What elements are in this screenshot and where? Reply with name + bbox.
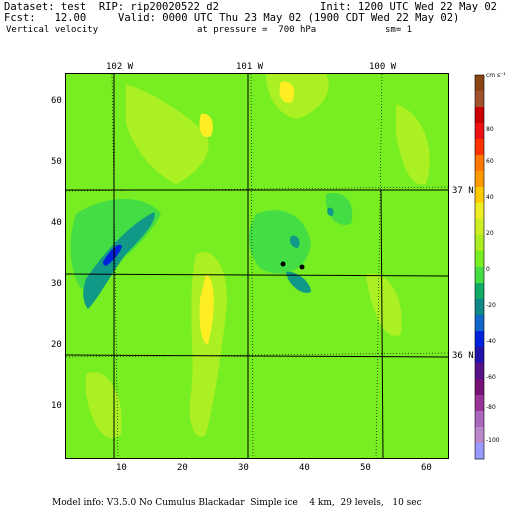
x-tick-50: 50: [360, 463, 371, 473]
x-tick-60: 60: [421, 463, 432, 473]
fcst-line: Fcst: 12.00: [4, 12, 87, 24]
x-tick-10: 10: [116, 463, 127, 473]
yellow-region: [279, 81, 295, 103]
colorbar-swatch: [475, 251, 484, 268]
colorbar-label: -60: [486, 374, 496, 381]
x-tick-30: 30: [238, 463, 249, 473]
x-tick-40: 40: [299, 463, 310, 473]
colorbar-swatch: [475, 75, 484, 92]
teal-region: [83, 212, 155, 309]
colorbar-label: -80: [486, 404, 496, 411]
y-tick-10: 10: [51, 401, 62, 411]
light-green-region: [86, 372, 122, 439]
colorbar-label: -40: [486, 338, 496, 345]
colorbar-units: cm s⁻¹: [486, 72, 506, 79]
colorbar-swatch: [475, 347, 484, 364]
dark-green-region: [325, 193, 353, 225]
colorbar-swatch: [475, 283, 484, 300]
field-line: Vertical velocity: [6, 25, 99, 35]
colorbar-swatch: [475, 443, 484, 460]
colorbar-swatch: [475, 91, 484, 108]
colorbar-swatch: [475, 139, 484, 156]
map-plot-area: [65, 73, 449, 459]
light-green-region: [396, 104, 430, 185]
colorbar-swatch: [475, 299, 484, 316]
colorbar-swatch: [475, 123, 484, 140]
light-green-region: [189, 252, 227, 437]
longitude-line: [250, 74, 254, 458]
colorbar-label: 40: [486, 194, 494, 201]
colorbar-swatch: [475, 411, 484, 428]
light-green-region: [366, 273, 402, 336]
dataset-line: Dataset: test RIP: rip20020522 d2: [4, 1, 219, 13]
lon-label-101w: 101 W: [236, 62, 264, 72]
colorbar-swatch: [475, 315, 484, 332]
teal-region: [286, 271, 311, 293]
valid-line: Valid: 0000 UTC Thu 23 May 02 (1900 CDT …: [118, 12, 460, 24]
smoothing-line: sm= 1: [385, 25, 413, 35]
lat-label-36n: 36 N: [452, 351, 474, 361]
colorbar-swatch: [475, 331, 484, 348]
lat-label-37n: 37 N: [452, 186, 474, 196]
colorbar-label: -100: [486, 437, 500, 444]
colorbar-swatch: [475, 427, 484, 444]
colorbar-swatch: [475, 203, 484, 220]
latitude-line: [66, 186, 448, 192]
colorbar-swatch: [475, 107, 484, 124]
dark-green-region: [249, 210, 311, 274]
init-line: Init: 1200 UTC Wed 22 May 02: [320, 1, 498, 13]
model-info: Model info: V3.5.0 No Cumulus Blackadar …: [52, 498, 422, 508]
base-field: [66, 74, 448, 458]
colorbar-label: 0: [486, 266, 490, 273]
light-green-region: [126, 84, 209, 184]
lon-label-102w: 102 W: [106, 62, 134, 72]
state-border: [380, 189, 384, 458]
colorbar-label: 60: [486, 158, 494, 165]
pressure-line: at pressure = 700 hPa: [197, 25, 317, 35]
y-tick-30: 30: [51, 279, 62, 289]
state-border: [66, 354, 448, 358]
latitude-line: [66, 352, 448, 358]
y-tick-60: 60: [51, 96, 62, 106]
colorbar-swatch: [475, 395, 484, 412]
y-tick-40: 40: [51, 218, 62, 228]
colorbar-label: 80: [486, 126, 494, 133]
colorbar-swatch: [475, 219, 484, 236]
colorbar-swatch: [475, 155, 484, 172]
colorbar-frame: [474, 74, 485, 460]
yellow-region: [199, 274, 214, 345]
y-tick-50: 50: [51, 157, 62, 167]
colorbar-label: 20: [486, 230, 494, 237]
colorbar-swatch: [475, 235, 484, 252]
state-border: [66, 273, 448, 277]
colorbar-swatch: [475, 187, 484, 204]
velocity-field-map: [66, 74, 448, 458]
colorbar-label: -20: [486, 302, 496, 309]
teal-region: [289, 235, 300, 248]
colorbar-swatch: [475, 379, 484, 396]
colorbar-swatch: [475, 171, 484, 188]
longitude-line: [111, 74, 119, 458]
blue-region: [102, 244, 122, 266]
colorbar-swatch: [475, 267, 484, 284]
station-marker: [280, 261, 286, 267]
station-marker: [299, 264, 305, 270]
x-tick-20: 20: [177, 463, 188, 473]
colorbar-swatch: [475, 363, 484, 380]
lon-label-100w: 100 W: [369, 62, 397, 72]
teal-region: [327, 207, 334, 216]
yellow-region: [199, 113, 213, 138]
longitude-line: [375, 74, 383, 458]
y-tick-20: 20: [51, 340, 62, 350]
